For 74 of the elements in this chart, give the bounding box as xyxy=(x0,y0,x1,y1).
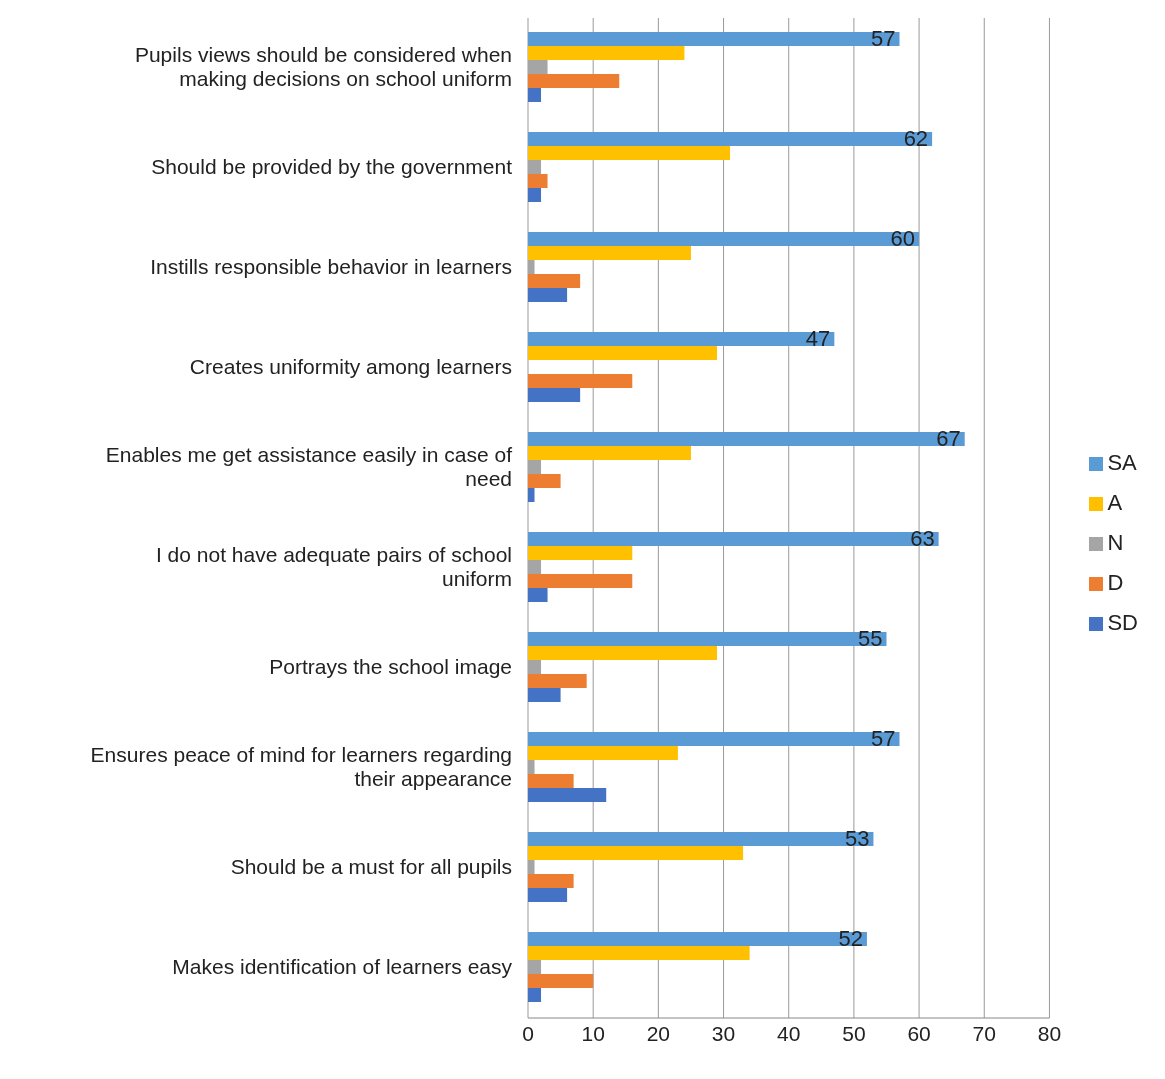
bar xyxy=(528,246,691,260)
x-tick-label: 30 xyxy=(711,1021,736,1045)
y-tick-label: Should be provided by the government xyxy=(151,154,513,178)
bar xyxy=(528,488,535,502)
data-label: 60 xyxy=(890,225,916,251)
bar xyxy=(528,688,561,702)
bar xyxy=(528,388,581,402)
bar xyxy=(528,574,633,588)
bar xyxy=(528,432,965,446)
bar xyxy=(528,88,542,102)
legend-label: A xyxy=(1107,490,1123,515)
data-label: 47 xyxy=(805,325,831,351)
bar xyxy=(528,632,887,646)
x-tick-label: 10 xyxy=(581,1021,605,1045)
y-tick-label: I do not have adequate pairs of school uniform xyxy=(155,542,512,590)
bar xyxy=(528,674,587,688)
x-tick-label: 0 xyxy=(522,1021,534,1045)
bar xyxy=(528,888,568,902)
data-label: 53 xyxy=(844,825,870,851)
x-tick-label: 20 xyxy=(646,1021,671,1045)
bar xyxy=(528,788,607,802)
bar xyxy=(528,274,581,288)
bar xyxy=(528,746,678,760)
bar xyxy=(528,532,939,546)
bar xyxy=(528,732,900,746)
bar xyxy=(528,932,867,946)
bar xyxy=(528,946,750,960)
y-tick-label: Instills responsible behavior in learners xyxy=(150,254,512,278)
data-label: 52 xyxy=(838,925,863,951)
bar xyxy=(528,32,900,46)
x-tick-label: 80 xyxy=(1037,1021,1062,1045)
data-label: 62 xyxy=(903,125,929,151)
legend-label: N xyxy=(1107,530,1124,555)
bar xyxy=(528,974,594,988)
legend-label: SA xyxy=(1107,450,1137,475)
bar xyxy=(528,832,874,846)
bar xyxy=(528,174,548,188)
bar xyxy=(528,646,718,660)
x-tick-label: 50 xyxy=(842,1021,866,1045)
data-label: 57 xyxy=(871,25,896,51)
y-tick-label: Pupils views should be considered when making decisions on school uniform xyxy=(134,42,512,90)
y-tick-label: Should be a must for all pupils xyxy=(230,854,512,878)
bar xyxy=(528,332,835,346)
y-tick-label: Portrays the school image xyxy=(269,654,512,678)
data-label: 63 xyxy=(910,525,935,551)
y-tick-label: Creates uniformity among learners xyxy=(189,354,512,378)
legend-label: D xyxy=(1107,570,1124,595)
bar xyxy=(528,74,620,88)
bar xyxy=(528,374,633,388)
y-tick-label: Enables me get assistance easily in case of need xyxy=(105,442,513,490)
data-label: 57 xyxy=(871,725,896,751)
bar xyxy=(528,446,691,460)
bar xyxy=(528,146,731,160)
bar xyxy=(528,474,561,488)
x-tick-label: 40 xyxy=(777,1021,801,1045)
bar xyxy=(528,988,542,1002)
bar xyxy=(528,288,568,302)
y-tick-label: Ensures peace of mind for learners regarding their appearance xyxy=(90,742,512,790)
data-label: 67 xyxy=(936,425,961,451)
bar xyxy=(528,874,574,888)
data-label: 55 xyxy=(858,625,883,651)
bar xyxy=(528,46,685,60)
bar xyxy=(528,774,574,788)
bar xyxy=(528,188,542,202)
x-tick-label: 60 xyxy=(907,1021,931,1045)
y-tick-label: Makes identification of learners easy xyxy=(172,954,513,978)
bar xyxy=(528,132,933,146)
x-tick-label: 70 xyxy=(972,1021,996,1045)
legend-label: SD xyxy=(1107,610,1138,635)
bar xyxy=(528,232,920,246)
bar xyxy=(528,546,633,560)
bar xyxy=(528,346,718,360)
bar xyxy=(528,846,744,860)
bar xyxy=(528,588,548,602)
